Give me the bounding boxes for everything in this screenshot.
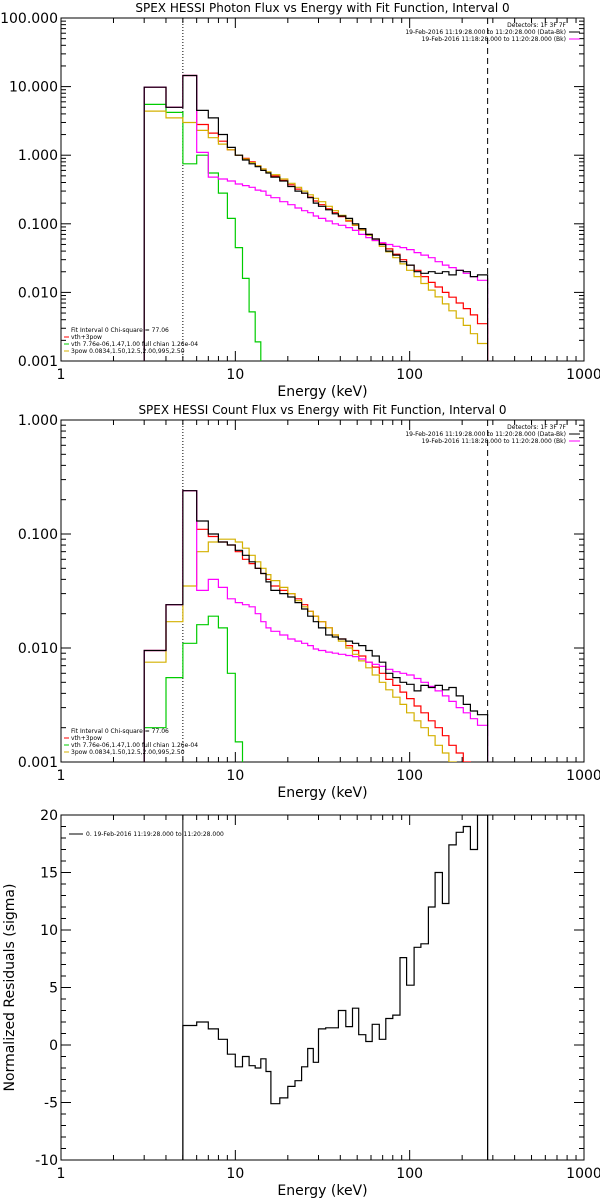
- chart-1: SPEX HESSI Count Flux vs Energy with Fit…: [18, 403, 600, 801]
- x-axis-label: Energy (keV): [277, 1183, 367, 1199]
- series-line: [182, 815, 489, 1160]
- series-line: [143, 103, 489, 361]
- y-tick-label: -5: [44, 1096, 58, 1112]
- x-tick-label: 1: [57, 1166, 66, 1182]
- y-tick-label: 0: [49, 1038, 58, 1054]
- series-line: [143, 74, 489, 361]
- x-tick-label: 1000: [566, 367, 600, 383]
- legend-entry: 3pow 0.0834,1.50,12.5,2.00,995,2.50: [71, 348, 185, 355]
- legend-entry: 3pow 0.0834,1.50,12.5,2.00,995,2.50: [71, 749, 185, 756]
- y-tick-label: -10: [35, 1153, 58, 1169]
- series-line: [143, 74, 489, 361]
- x-tick-label: 100: [396, 367, 423, 383]
- plot-frame: [60, 17, 585, 362]
- x-tick-label: 1: [57, 768, 66, 784]
- plot-frame: [60, 419, 585, 763]
- x-tick-label: 10: [226, 768, 244, 784]
- y-tick-label: 1.000: [18, 413, 58, 429]
- series-line: [143, 490, 489, 762]
- x-tick-label: 100: [396, 768, 423, 784]
- x-tick-label: 10: [226, 1166, 244, 1182]
- series-line: [143, 110, 489, 361]
- y-axis-label: Normalized Residuals (sigma): [2, 884, 18, 1092]
- legend-entry: 19-Feb-2016 11:19:28.000 to 11:20:28.000…: [405, 431, 566, 438]
- y-tick-label: 0.001: [18, 354, 58, 370]
- y-tick-label: 10.000: [9, 80, 58, 96]
- y-tick-label: 0.100: [18, 527, 58, 543]
- legend-entry: vth 7.76e-06,1.47,1.00 full chian 1.26e-…: [71, 742, 198, 749]
- x-axis-label: Energy (keV): [277, 785, 367, 801]
- series-line: [143, 615, 489, 762]
- series-group: [182, 815, 489, 1160]
- x-tick-label: 100: [396, 1166, 423, 1182]
- legend-entry: Detectors: 1F 3F 7F: [507, 22, 566, 29]
- legend-entry: Detectors: 1F 3F 7F: [507, 424, 566, 431]
- series-group: [143, 74, 489, 361]
- series-line: [143, 538, 489, 762]
- legend-entry: vth+3pow: [71, 334, 102, 341]
- y-tick-label: 1.000: [18, 148, 58, 164]
- y-tick-label: 0.100: [18, 217, 58, 233]
- legend-entry: vth 7.76e-06,1.47,1.00 full chian 1.26e-…: [71, 341, 198, 348]
- legend-entry: 19-Feb-2016 11:19:28.000 to 11:20:28.000…: [405, 29, 566, 36]
- plot-frame: [60, 814, 585, 1161]
- y-tick-label: 0.010: [18, 285, 58, 301]
- legend-entry: Fit Interval 0 Chi-square = 77.06: [71, 327, 169, 334]
- series-line: [143, 490, 489, 762]
- y-tick-label: 100.000: [0, 11, 58, 27]
- y-tick-label: 10: [40, 923, 58, 939]
- x-tick-label: 1000: [566, 768, 600, 784]
- y-tick-label: 0.010: [18, 641, 58, 657]
- x-tick-label: 1: [57, 367, 66, 383]
- legend-entry: 0. 19-Feb-2016 11:19:28.000 to 11:20:28.…: [86, 831, 224, 838]
- legend-entry: 19-Feb-2016 11:18:28.000 to 11:20:28.000…: [422, 36, 566, 43]
- y-tick-label: 15: [40, 866, 58, 882]
- series-line: [143, 74, 489, 361]
- chart-0: SPEX HESSI Photon Flux vs Energy with Fi…: [0, 1, 600, 400]
- x-axis-label: Energy (keV): [277, 384, 367, 400]
- chart-2: 1 10 100 1000 -10 -5 0 5 10 15 20 Energy (keV) Norma…: [2, 808, 600, 1199]
- x-tick-label: 1000: [566, 1166, 600, 1182]
- y-tick-label: 20: [40, 808, 58, 824]
- y-tick-label: 5: [49, 981, 58, 997]
- legend-entry: Fit Interval 0 Chi-square = 77.06: [71, 728, 169, 735]
- legend-entry: vth+3pow: [71, 735, 102, 742]
- chart-title: SPEX HESSI Count Flux vs Energy with Fit…: [138, 403, 506, 417]
- y-tick-label: 0.001: [18, 755, 58, 771]
- legend-entry: 19-Feb-2016 11:18:28.000 to 11:20:28.000…: [422, 438, 566, 445]
- chart-title: SPEX HESSI Photon Flux vs Energy with Fi…: [135, 1, 509, 15]
- x-tick-label: 10: [226, 367, 244, 383]
- series-group: [143, 490, 489, 762]
